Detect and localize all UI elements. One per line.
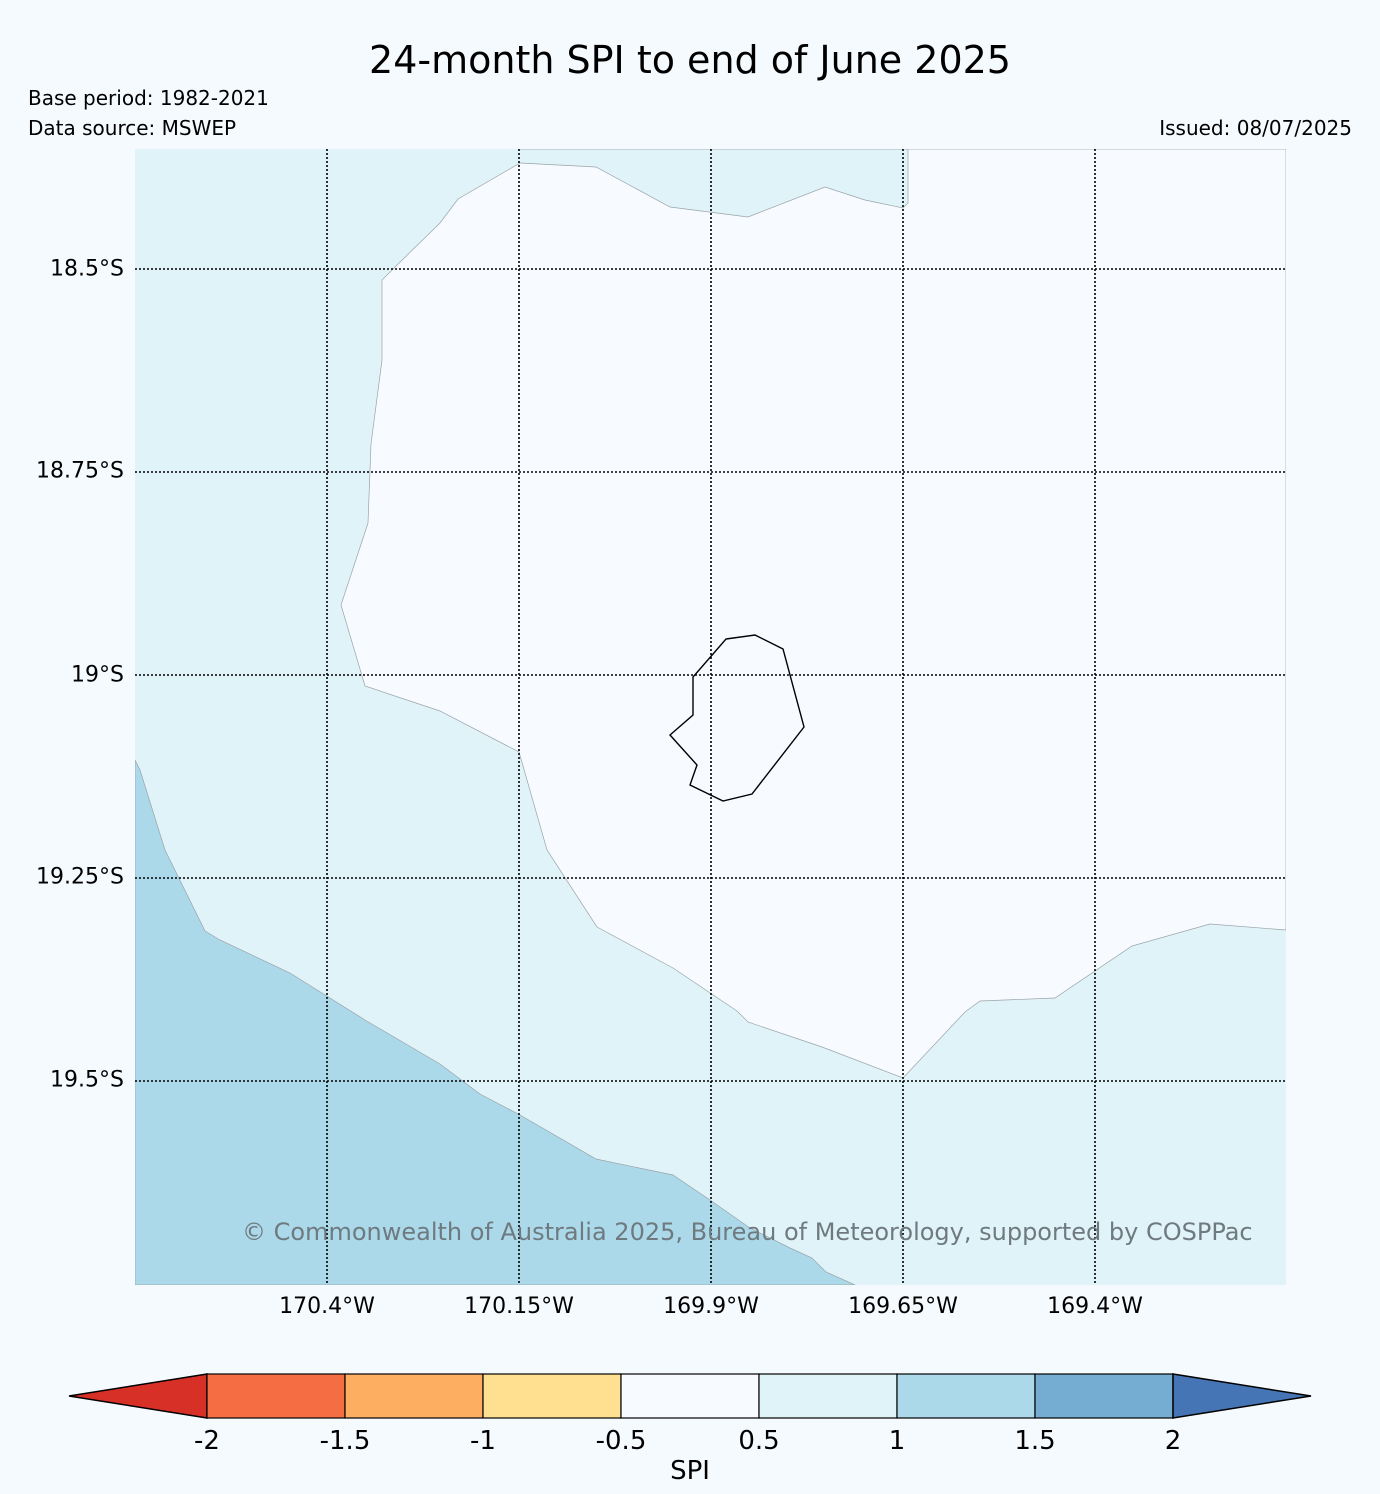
- lon-tick-label: 170.4°W: [279, 1294, 375, 1319]
- colorbar-segment: [758, 1373, 898, 1419]
- lon-tick-label: 170.15°W: [464, 1294, 574, 1319]
- colorbar-segment: [1034, 1373, 1174, 1419]
- lat-tick-label: 19.5°S: [50, 1067, 124, 1093]
- colorbar-segment: [896, 1373, 1036, 1419]
- colorbar-extend-low: [68, 1373, 208, 1419]
- lat-tick-label: 18.5°S: [50, 256, 124, 282]
- base-period-label: Base period: 1982-2021: [28, 86, 269, 110]
- colorbar-segment: [344, 1373, 484, 1419]
- colorbar-tick-label: 1: [888, 1426, 906, 1456]
- colorbar-segment: [206, 1373, 346, 1419]
- colorbar: [68, 1373, 1312, 1419]
- spi-band-neutral: [340, 149, 1286, 1079]
- data-source-label: Data source: MSWEP: [28, 116, 237, 140]
- colorbar-tick-label: 0.5: [738, 1426, 780, 1456]
- lon-tick-label: 169.9°W: [663, 1294, 759, 1319]
- lat-tick-label: 18.75°S: [36, 458, 124, 484]
- lat-tick-label: 19°S: [71, 662, 124, 688]
- colorbar-extend-high: [1172, 1373, 1312, 1419]
- colorbar-segment: [482, 1373, 622, 1419]
- copyright-notice: © Commonwealth of Australia 2025, Bureau…: [242, 1218, 1253, 1246]
- colorbar-tick-label: -1: [470, 1426, 496, 1456]
- map-title: 24-month SPI to end of June 2025: [369, 38, 1011, 82]
- colorbar-label: SPI: [670, 1456, 710, 1486]
- colorbar-tick-label: 2: [1164, 1426, 1182, 1456]
- lat-tick-label: 19.25°S: [36, 864, 124, 890]
- island-outline: [669, 634, 805, 802]
- colorbar-tick-label: -2: [194, 1426, 220, 1456]
- colorbar-tick-label: 1.5: [1014, 1426, 1056, 1456]
- lon-tick-label: 169.4°W: [1047, 1294, 1143, 1319]
- lon-tick-label: 169.65°W: [848, 1294, 958, 1319]
- map-plot-area: [135, 149, 1286, 1285]
- colorbar-tick-label: -1.5: [319, 1426, 371, 1456]
- colorbar-tick-label: -0.5: [595, 1426, 647, 1456]
- issued-date-label: Issued: 08/07/2025: [1159, 116, 1352, 140]
- colorbar-segment: [620, 1373, 760, 1419]
- spi-band-1-to-1-5: [135, 759, 856, 1285]
- gridlines: [135, 149, 1286, 1285]
